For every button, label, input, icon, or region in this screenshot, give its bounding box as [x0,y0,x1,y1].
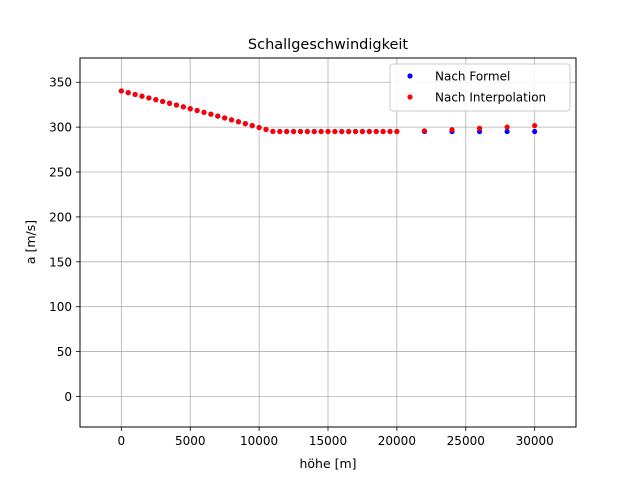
data-point [366,128,372,135]
data-point [180,104,186,110]
data-point [263,126,269,133]
data-point [359,128,366,135]
data-point [235,119,242,125]
data-point [394,128,400,135]
chart-title: Schallgeschwindigkeit [248,37,408,53]
plot-frame [79,57,577,428]
x-tick-label: 25000 [447,434,485,448]
legend-label: Nach Interpolation [435,91,546,105]
data-point [228,117,235,123]
data-point [387,128,393,135]
legend-marker [407,94,413,100]
data-point [290,128,297,135]
data-point [215,113,221,119]
data-point [153,97,159,103]
legend-box [389,63,571,112]
y-axis-label: a [m/s] [23,220,38,264]
x-tick-label: 15000 [309,434,347,448]
data-point [118,88,124,94]
data-point [311,128,317,135]
data-point [476,125,483,131]
data-point [139,93,145,99]
legend: Nach Formel Nach Interpolation [389,63,571,112]
data-point [449,127,455,133]
data-point [339,128,345,135]
y-tick-label: 50 [57,345,72,359]
data-point [532,128,538,135]
data-point [194,107,200,114]
y-tick-label: 200 [49,210,72,224]
data-point [380,128,386,135]
series-2 [118,88,538,135]
data-point [297,128,304,135]
axis-ticks: 0 5000 10000 15000 20000 25000 30000 0 50 100 150 2… [49,76,554,448]
data-point [318,128,324,135]
data-point [270,128,276,135]
data-point [332,128,338,135]
x-axis-label: höhe [m] [299,456,356,471]
data-series [118,88,538,135]
y-tick-label: 150 [49,255,72,269]
data-point [504,128,510,135]
data-point [146,95,152,101]
data-point [304,128,310,135]
legend-marker [407,73,413,79]
data-point [277,128,283,135]
data-point [504,124,510,130]
y-tick-label: 100 [49,300,72,314]
data-point [187,106,193,112]
data-point [173,102,180,108]
data-point [242,121,248,127]
data-point [352,128,359,135]
data-point [256,124,262,131]
grid-lines [80,58,576,427]
y-tick-label: 350 [49,76,72,90]
data-point [249,123,255,129]
data-point [160,98,166,105]
data-point [201,109,207,115]
x-tick-label: 0 [118,434,126,448]
legend-label: Nach Formel [435,70,510,84]
y-tick-label: 0 [64,390,72,404]
data-point [166,100,173,106]
data-point [125,90,131,96]
y-tick-label: 250 [49,166,72,180]
data-point [132,91,138,98]
data-point [421,128,428,134]
x-tick-label: 30000 [516,434,554,448]
data-point [373,128,379,135]
data-point [208,111,214,117]
data-point [222,115,228,121]
data-point [284,128,290,135]
x-tick-label: 10000 [240,434,278,448]
y-tick-label: 300 [49,121,72,135]
data-point [346,128,352,135]
data-point [325,128,331,135]
data-point [532,123,538,129]
x-tick-label: 20000 [378,434,416,448]
x-tick-label: 5000 [175,434,206,448]
